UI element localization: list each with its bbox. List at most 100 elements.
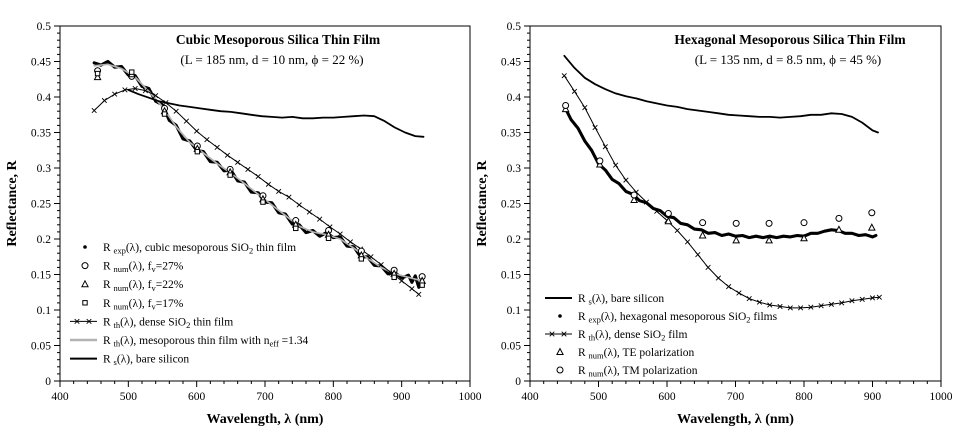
- legend-entry-label: R num(λ), fv=17%: [103, 298, 184, 312]
- series-marker-x: [613, 162, 619, 168]
- series-marker-square: [161, 111, 168, 117]
- series-marker-square: [419, 282, 425, 288]
- series-marker-square: [391, 274, 397, 281]
- y-tick-label: 0.4: [37, 92, 52, 104]
- series-marker-triangle: [630, 195, 639, 203]
- series-marker-x: [571, 88, 578, 94]
- x-tick-label: 900: [864, 391, 882, 403]
- y-tick-label: 0.05: [31, 341, 51, 353]
- panel-subtitle: (L = 135 nm, d = 8.5 nm, ϕ = 45 %): [695, 52, 882, 67]
- series-marker-square: [260, 199, 266, 205]
- legend-entry-label: R num(λ), TE polarization: [578, 347, 695, 361]
- series-marker-x: [726, 283, 732, 290]
- series-marker-x: [684, 239, 691, 245]
- x-tick-label: 800: [795, 391, 813, 403]
- series-line: [562, 104, 878, 240]
- y-tick-label: 0.15: [31, 270, 51, 282]
- x-tick-label: 400: [51, 391, 69, 403]
- square-marker-icon: [82, 300, 88, 306]
- legend-entry-label: R th(λ), mesoporous thin film with neff …: [103, 335, 309, 349]
- legend: R exp(λ), cubic mesoporous SiO2 thin fil…: [70, 242, 309, 367]
- y-tick-label: 0.3: [507, 163, 522, 175]
- panel-title: Cubic Mesoporous Silica Thin Film: [176, 32, 381, 47]
- series-marker-x: [255, 173, 261, 180]
- series-marker-x: [306, 209, 313, 215]
- series-marker-x: [674, 227, 680, 234]
- x-tick-label: 900: [393, 391, 411, 403]
- series-marker-x: [101, 97, 108, 104]
- series-marker-x: [122, 87, 128, 93]
- series-marker-square: [129, 69, 135, 75]
- legend-entry-label: R s(λ), bare silicon: [103, 354, 189, 368]
- axis-ticks: 400 500 600 700 800 900 1000 0 0.05 0.1 0.15 0.2 0.2…: [31, 21, 482, 403]
- series-marker-x: [859, 296, 865, 302]
- x-tick-label: 700: [256, 391, 274, 403]
- series-marker-x: [347, 239, 354, 245]
- series-marker-x: [849, 298, 855, 304]
- series-marker-x: [808, 304, 814, 310]
- series-marker-triangle: [800, 233, 808, 242]
- series-marker-x: [561, 73, 567, 79]
- plot-border: [529, 25, 942, 382]
- series-marker-circle: [835, 214, 843, 222]
- series-marker-x: [132, 85, 138, 92]
- legend-entry: R num(λ), TE polarization: [556, 347, 695, 361]
- legend-entry: R th(λ), mesoporous thin film with neff …: [70, 335, 309, 349]
- series-marker-x: [163, 100, 169, 106]
- series-marker-circle: [868, 209, 876, 217]
- circle-marker-icon: [81, 262, 89, 270]
- x-tick-label: 400: [521, 391, 539, 403]
- legend-entry: R th(λ), dense SiO2 film: [545, 329, 687, 343]
- series-marker-x: [378, 261, 384, 268]
- series-marker-x: [153, 92, 159, 99]
- legend-entry: R num(λ), fv=27%: [81, 261, 184, 274]
- series-exp-hexagonal-mesoporous: [562, 104, 878, 240]
- circle-marker-icon: [556, 366, 564, 374]
- series-marker-circle: [699, 219, 707, 227]
- dot-marker-icon: [558, 314, 562, 318]
- series-marker-circle: [765, 219, 773, 227]
- series-bare-silicon: [563, 54, 879, 134]
- legend-entry: R exp(λ), hexagonal mesoporous SiO2 film…: [558, 311, 778, 325]
- series-marker-triangle: [93, 72, 102, 81]
- x-marker-icon: [561, 331, 567, 337]
- triangle-marker-icon: [81, 279, 89, 288]
- series-marker-x: [654, 208, 660, 214]
- series-marker-x: [416, 291, 422, 297]
- y-tick-label: 0.05: [501, 341, 521, 353]
- series-marker-x: [643, 199, 650, 205]
- x-marker-icon: [549, 331, 555, 337]
- x-tick-label: 700: [727, 391, 745, 403]
- series-marker-triangle: [867, 223, 876, 231]
- x-tick-label: 1000: [930, 391, 953, 403]
- legend-entry-label: R th(λ), dense SiO2 film: [578, 329, 687, 343]
- series-marker-x: [337, 231, 343, 237]
- series-marker-x: [797, 305, 804, 311]
- series-line: [563, 75, 880, 309]
- hexagonal-chart-panel: 400 500 600 700 800 900 1000 0 0.05 0.1 0.15 0.2 0.2…: [475, 21, 953, 427]
- x-marker-icon: [86, 318, 92, 325]
- y-tick-label: 0.4: [507, 92, 522, 104]
- series-marker-x: [623, 177, 629, 183]
- series-marker-x: [736, 290, 742, 296]
- series-marker-triangle: [698, 230, 707, 239]
- series-marker-x: [818, 303, 824, 309]
- x-tick-label: 600: [658, 391, 676, 403]
- y-tick-label: 0.25: [501, 199, 521, 211]
- series-line: [563, 54, 879, 134]
- legend-entry-label: R th(λ), dense SiO2 thin film: [103, 316, 233, 330]
- series-marker-x: [214, 144, 220, 151]
- series-marker-x: [245, 166, 251, 173]
- series-marker-x: [705, 264, 711, 271]
- series-th-dense-sio2: [91, 85, 422, 297]
- y-tick-label: 0.2: [37, 234, 52, 246]
- x-tick-label: 1000: [459, 391, 482, 403]
- y-tick-label: 0: [45, 376, 51, 388]
- series-marker-x: [695, 252, 701, 258]
- x-tick-label: 500: [120, 391, 138, 403]
- axis-ticks: 400 500 600 700 800 900 1000 0 0.05 0.1 0.15 0.2 0.2…: [501, 21, 953, 403]
- y-tick-label: 0.45: [31, 57, 51, 69]
- series-marker-x: [276, 188, 282, 195]
- y-tick-label: 0.1: [507, 305, 522, 317]
